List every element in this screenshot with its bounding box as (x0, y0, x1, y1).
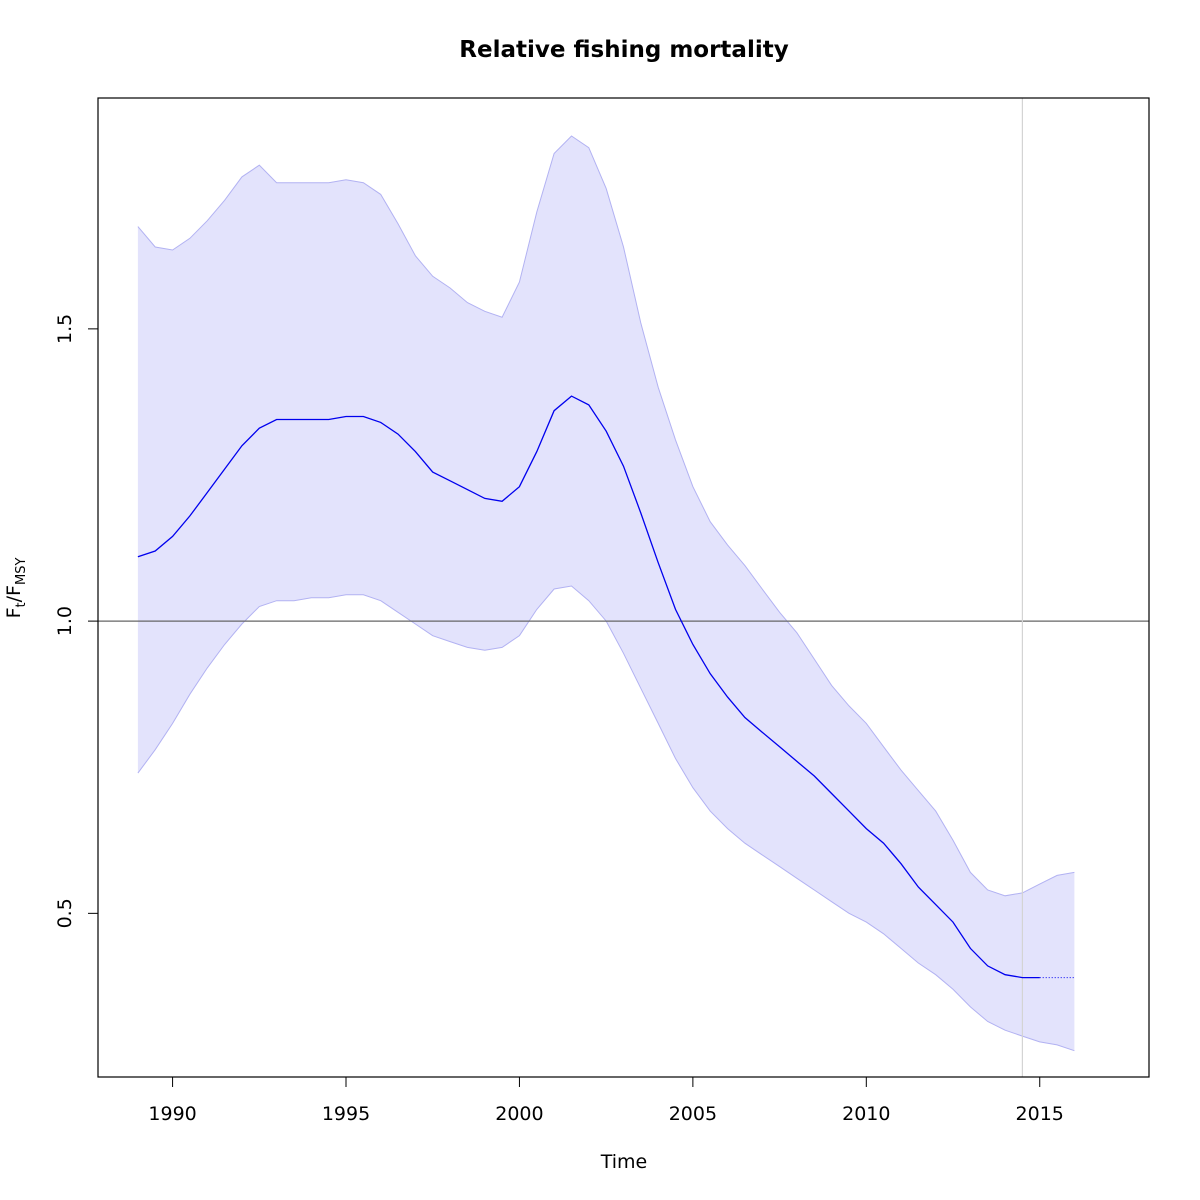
y-label-main: F (3, 607, 25, 618)
x-axis-label: Time (600, 1151, 648, 1173)
upper-ci-line (137, 135, 1075, 897)
y-axis: 0.5 1.0 1.5 (54, 314, 99, 928)
y-label-sub-t: t (14, 602, 29, 607)
y-label-sub-msy: MSY (14, 558, 29, 585)
x-tick-label: 2005 (669, 1103, 717, 1125)
plot-area (98, 98, 1149, 1077)
chart-title: Relative fishing mortality (459, 37, 788, 63)
y-tick-label: 0.5 (54, 898, 76, 928)
confidence-band (137, 136, 1075, 1051)
x-axis: 1990 1995 2000 2005 2010 2015 (148, 1076, 1064, 1125)
y-tick-label: 1.0 (54, 606, 76, 636)
x-tick-label: 2015 (1016, 1103, 1064, 1125)
y-axis-label: Ft/FMSY (3, 558, 29, 619)
y-label-sep: /F (3, 585, 25, 602)
y-tick-label: 1.5 (54, 314, 76, 344)
estimate-line (137, 395, 1040, 979)
x-tick-label: 2000 (495, 1103, 543, 1125)
x-tick-label: 2010 (842, 1103, 890, 1125)
x-tick-label: 1990 (148, 1103, 196, 1125)
x-tick-label: 1995 (322, 1103, 370, 1125)
